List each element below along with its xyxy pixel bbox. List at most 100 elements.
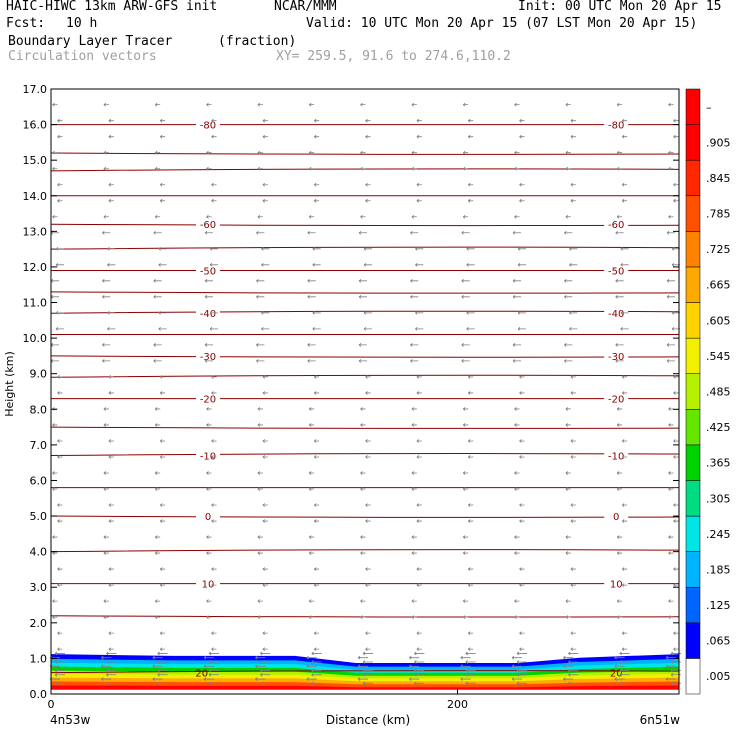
wind-vector xyxy=(516,660,527,664)
wind-vector xyxy=(570,391,576,395)
isotherm-label: -30 xyxy=(608,352,624,363)
wind-vector xyxy=(257,214,263,219)
isotherm-line xyxy=(50,374,680,378)
y-tick-label: 2.0 xyxy=(30,617,48,630)
y-axis-label: Height (km) xyxy=(3,351,16,417)
wind-vector xyxy=(666,359,675,363)
wind-vector xyxy=(360,407,366,411)
isotherm-line xyxy=(50,515,680,518)
wind-vector xyxy=(365,583,371,587)
wind-vector xyxy=(365,567,371,571)
wind-vector xyxy=(673,519,679,523)
wind-vector xyxy=(357,664,368,669)
wind-vector xyxy=(570,503,576,507)
wind-vector xyxy=(462,471,469,475)
wind-vector xyxy=(52,166,58,171)
colorbar-label: .605 xyxy=(706,314,731,327)
wind-vector xyxy=(414,660,425,664)
wind-vector xyxy=(358,359,367,363)
y-tick-label: 6.0 xyxy=(30,474,48,487)
wind-vector xyxy=(564,359,573,363)
wind-vector xyxy=(307,343,316,347)
wind-vector xyxy=(416,182,422,187)
wind-vector xyxy=(570,455,576,459)
wind-vector xyxy=(159,455,166,459)
wind-vector xyxy=(211,375,217,379)
isotherm-label-bg xyxy=(604,307,629,319)
wind-vector xyxy=(358,343,367,347)
wind-vector xyxy=(673,118,679,123)
wind-vector xyxy=(465,681,476,686)
wind-vector xyxy=(257,599,263,603)
isotherm-label: -40 xyxy=(200,309,216,320)
wind-vector xyxy=(159,503,166,507)
wind-vector xyxy=(209,246,218,251)
wind-vector xyxy=(208,651,219,656)
wind-vector xyxy=(159,118,166,123)
wind-vector xyxy=(313,647,320,651)
y-tick-label: 10.0 xyxy=(23,332,48,345)
wind-vector xyxy=(565,166,571,171)
wind-vector xyxy=(616,615,623,619)
wind-vector xyxy=(313,134,320,139)
wind-vector xyxy=(516,672,527,677)
wind-vector xyxy=(208,672,219,677)
wind-vector xyxy=(57,182,63,187)
wind-vector xyxy=(673,375,679,379)
wind-vector xyxy=(514,471,520,475)
wind-vector xyxy=(512,279,521,283)
isotherm-label-bg xyxy=(196,264,220,276)
wind-vector xyxy=(360,214,366,219)
wind-vector xyxy=(306,677,317,681)
wind-vector xyxy=(365,134,371,139)
wind-vector xyxy=(621,182,628,187)
colorbar-swatch xyxy=(685,231,701,268)
wind-vector xyxy=(257,423,263,427)
wind-vector xyxy=(411,551,417,555)
y-tick-label: 7.0 xyxy=(30,439,48,452)
x-start-location: 4n53w xyxy=(50,713,91,727)
wind-vector xyxy=(568,672,579,677)
wind-vector xyxy=(313,118,320,123)
wind-vector xyxy=(570,519,576,523)
wind-vector xyxy=(565,150,571,155)
wind-vector xyxy=(414,672,425,677)
wind-vector xyxy=(157,651,168,656)
wind-vector xyxy=(362,681,373,686)
wind-vector xyxy=(57,118,63,123)
wind-vector xyxy=(262,583,268,587)
colorbar-swatch xyxy=(685,515,701,552)
wind-vector xyxy=(414,651,425,656)
isotherm-label: -60 xyxy=(608,220,624,231)
wind-vector xyxy=(666,343,675,347)
wind-vector xyxy=(101,655,112,660)
wind-vector xyxy=(262,182,268,187)
wind-vector xyxy=(512,295,521,299)
wind-vector xyxy=(57,567,63,571)
wind-vector xyxy=(465,651,476,656)
wind-vector xyxy=(54,660,65,664)
wind-vector xyxy=(103,487,109,491)
isotherm-label: -10 xyxy=(200,452,216,463)
wind-vector xyxy=(462,150,469,155)
wind-vector xyxy=(568,681,579,686)
wind-vector xyxy=(154,214,161,219)
wind-vector xyxy=(211,519,217,523)
y-tick-label: 16.0 xyxy=(23,119,48,132)
forecast-hour: 10 h xyxy=(66,16,98,31)
wind-vector xyxy=(157,681,168,686)
wind-vector xyxy=(466,327,475,331)
wind-vector xyxy=(467,503,474,507)
wind-vector xyxy=(102,295,111,299)
isotherm-label: 0 xyxy=(205,512,211,523)
wind-vector xyxy=(262,519,268,523)
wind-vector xyxy=(514,615,520,619)
wind-vector xyxy=(616,407,623,411)
wind-vector xyxy=(621,134,628,139)
wind-vector xyxy=(512,359,521,363)
wind-vector xyxy=(570,631,576,635)
wind-vector xyxy=(363,246,372,251)
wind-vector xyxy=(570,198,576,203)
wind-vector xyxy=(312,327,321,331)
isotherm-label: 20 xyxy=(610,669,623,680)
